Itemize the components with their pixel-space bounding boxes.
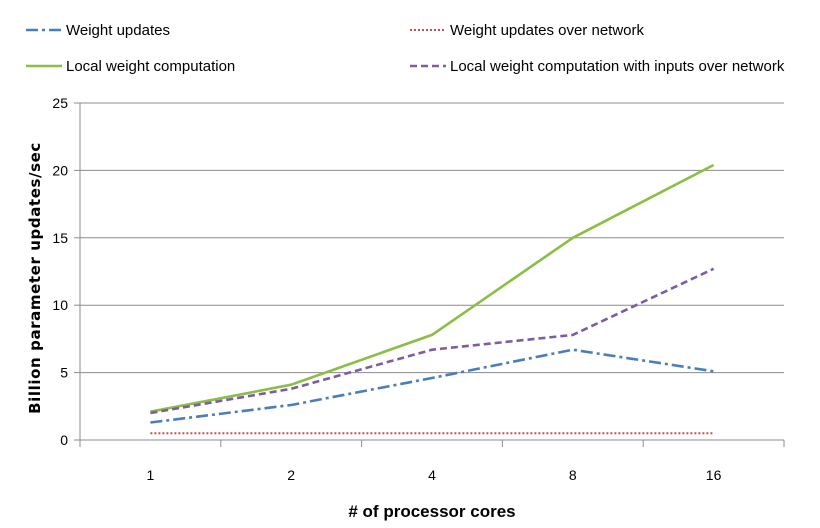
gridlines bbox=[80, 102, 784, 374]
y-axis-title: Billion parameter updates/sec bbox=[26, 142, 44, 414]
series-lines bbox=[150, 163, 715, 435]
series-line bbox=[150, 163, 715, 413]
series-line bbox=[150, 348, 714, 424]
x-axis-title: # of processor cores bbox=[348, 502, 515, 521]
legend-label: Weight updates bbox=[66, 22, 170, 39]
x-tick-label: 8 bbox=[569, 467, 577, 483]
y-tick-label: 0 bbox=[60, 432, 68, 448]
y-tick-label: 15 bbox=[52, 230, 68, 246]
legend-label: Weight updates over network bbox=[450, 22, 644, 39]
y-tick-label: 20 bbox=[52, 162, 68, 178]
y-tick-label: 25 bbox=[52, 95, 68, 111]
x-tick-label: 16 bbox=[706, 467, 722, 483]
y-tick-labels: 0 5 10 15 20 25 bbox=[52, 95, 68, 448]
x-tick-label: 2 bbox=[287, 467, 295, 483]
legend-label: Local weight computation bbox=[66, 58, 235, 75]
legend: Weight updates Weight updates over networ… bbox=[26, 22, 785, 75]
y-tick-label: 5 bbox=[60, 365, 68, 381]
x-tick-labels: 1 2 4 8 16 bbox=[147, 467, 722, 483]
y-tick-label: 10 bbox=[52, 297, 68, 313]
series-line bbox=[150, 267, 715, 415]
x-tick-label: 4 bbox=[428, 467, 436, 483]
x-tick-label: 1 bbox=[147, 467, 155, 483]
axes bbox=[74, 102, 785, 447]
legend-label: Local weight computation with inputs ove… bbox=[450, 58, 785, 75]
